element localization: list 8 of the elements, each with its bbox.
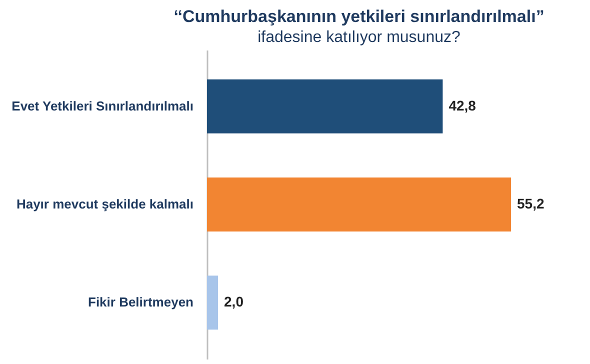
y-tick-label: Evet Yetkileri Sınırlandırılmalı [12,98,194,114]
y-tick-label: Hayır mevcut şekilde kalmalı [16,196,194,212]
data-label: 42,8 [448,97,476,114]
data-label: 2,0 [224,294,244,310]
y-tick-label: Fikir Belirtmeyen [88,294,194,310]
chart-subtitle: ifadesine katılıyor musunuz? [258,29,460,46]
data-label: 55,2 [517,196,544,212]
chart-title: ‘‘Cumhurbaşkanının yetkileri sınırlandırılmalı” [174,7,544,26]
